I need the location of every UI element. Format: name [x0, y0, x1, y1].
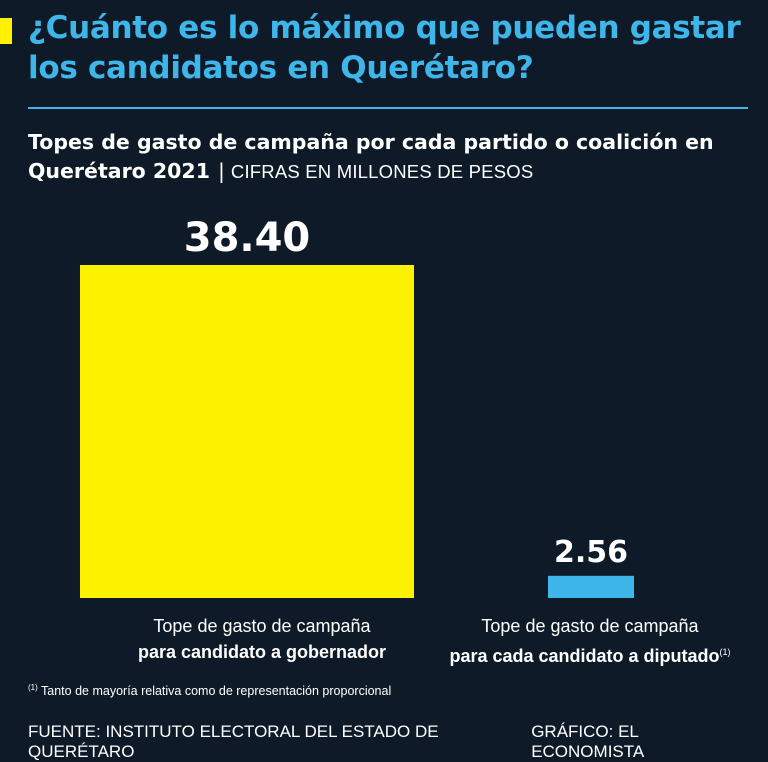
headline: ¿Cuánto es lo máximo que pueden gastar l…: [28, 10, 741, 86]
category-label-deputy-line2-wrap: para cada candidato a diputado(1): [430, 639, 750, 669]
category-label-governor: Tope de gasto de campaña para candidato …: [92, 613, 432, 665]
subtitle-separator: |: [217, 159, 225, 183]
footer: FUENTE: INSTITUTO ELECTORAL DEL ESTADO D…: [28, 722, 748, 762]
category-label-deputy-line1: Tope de gasto de campaña: [481, 616, 699, 636]
footnote-text: Tanto de mayoría relativa como de repres…: [41, 684, 392, 699]
units-note: CIFRAS EN MILLONES DE PESOS: [230, 161, 534, 182]
subtitle-text: Topes de gasto de campaña por cada parti…: [28, 130, 714, 183]
category-label-deputy-line2: para cada candidato a diputado: [449, 646, 720, 666]
category-label-governor-line2: para candidato a gobernador: [137, 642, 387, 662]
chart-subtitle: Topes de gasto de campaña por cada parti…: [28, 128, 758, 186]
source-credit: FUENTE: INSTITUTO ELECTORAL DEL ESTADO D…: [28, 722, 439, 761]
category-label-governor-line1: Tope de gasto de campaña: [153, 616, 371, 636]
bar-deputy: [548, 575, 634, 598]
bar-governor: [80, 265, 414, 598]
graphic-credit: GRÁFICO: EL ECONOMISTA: [531, 722, 645, 761]
footnote-marker: (1): [28, 683, 38, 692]
headline-divider: [28, 107, 748, 109]
category-label-deputy: Tope de gasto de campaña para cada candi…: [430, 613, 750, 669]
value-label-deputy: 2.56: [554, 535, 628, 570]
category-label-deputy-superscript: (1): [719, 647, 731, 657]
accent-square: [0, 18, 12, 44]
value-label-governor: 38.40: [184, 215, 311, 261]
footnote: (1) Tanto de mayoría relativa como de re…: [28, 683, 391, 698]
